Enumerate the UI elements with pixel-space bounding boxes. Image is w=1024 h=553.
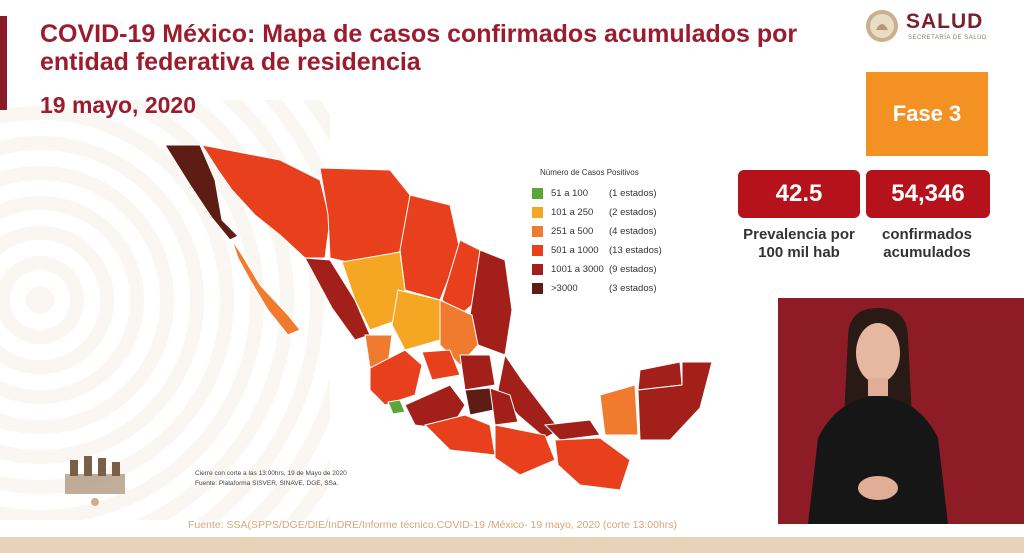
bottom-band bbox=[0, 537, 1024, 553]
map-legend: Número de Casos Positivos 51 a 100 (1 es… bbox=[532, 168, 662, 298]
legend-range: 501 a 1000 bbox=[551, 245, 599, 256]
legend-count: (1 estados) bbox=[609, 188, 657, 199]
footer-source: Fuente: SSA(SPPS/DGE/DIE/InDRE/Informe t… bbox=[188, 519, 678, 531]
state-zacatecas bbox=[391, 289, 441, 351]
report-date: 19 mayo, 2020 bbox=[40, 92, 197, 118]
legend-range: >3000 bbox=[551, 283, 578, 294]
legend-range: 101 a 250 bbox=[551, 207, 594, 218]
confirmed-label: confirmados acumulados bbox=[881, 226, 972, 261]
state-sonora bbox=[200, 144, 331, 259]
state-baja-california bbox=[164, 144, 239, 241]
legend-swatch bbox=[532, 207, 543, 218]
interpreter-figure-icon bbox=[808, 308, 948, 524]
state-jalisco bbox=[369, 349, 423, 406]
state-queretaro-hidalgo bbox=[459, 354, 496, 391]
legend-swatch bbox=[532, 226, 543, 237]
state-guanajuato bbox=[421, 349, 461, 381]
mexico-map bbox=[164, 144, 713, 491]
legend-swatch bbox=[532, 188, 543, 199]
legend-range: 251 a 500 bbox=[551, 226, 594, 237]
legend-item: 251 a 500 (4 estados) bbox=[532, 222, 662, 241]
page-title: COVID-19 México: Mapa de casos confirmad… bbox=[40, 20, 798, 76]
legend-count: (3 estados) bbox=[609, 283, 657, 294]
legend-range: 1001 a 3000 bbox=[551, 264, 604, 275]
legend-swatch bbox=[532, 264, 543, 275]
legend-count: (13 estados) bbox=[609, 245, 662, 256]
legend-count: (2 estados) bbox=[609, 207, 657, 218]
state-campeche bbox=[599, 384, 639, 436]
state-nuevo-leon bbox=[441, 239, 481, 316]
legend-item: 101 a 250 (2 estados) bbox=[532, 203, 662, 222]
state-chihuahua bbox=[319, 167, 411, 266]
state-tabasco bbox=[543, 419, 601, 441]
legend-swatch bbox=[532, 245, 543, 256]
legend-count: (9 estados) bbox=[609, 264, 657, 275]
legend-item: 501 a 1000 (13 estados) bbox=[532, 241, 662, 260]
state-guerrero bbox=[424, 414, 496, 456]
state-quintana-roo bbox=[637, 361, 713, 441]
legend-item: 1001 a 3000 (9 estados) bbox=[532, 260, 662, 279]
state-puebla bbox=[489, 387, 519, 426]
salud-logo: SALUD SECRETARÍA DE SALUD bbox=[864, 8, 1014, 48]
prevalence-label: Prevalencia por 100 mil hab bbox=[743, 226, 855, 261]
state-chiapas bbox=[554, 437, 631, 491]
cutoff-note: Cierre con corte a las 13:00hrs, 19 de M… bbox=[195, 470, 347, 477]
legend-title: Número de Casos Positivos bbox=[540, 168, 639, 177]
map-notes: Cierre con corte a las 13:00hrs, 19 de M… bbox=[195, 469, 347, 489]
seal-icon bbox=[866, 10, 898, 42]
state-colima bbox=[387, 399, 406, 415]
legend-swatch bbox=[532, 283, 543, 294]
source-note: Fuente: Plataforma SISVER, SINAVE, DGE, … bbox=[195, 480, 339, 487]
legend-range: 51 a 100 bbox=[551, 188, 588, 199]
accent-bar bbox=[0, 16, 7, 110]
legend-count: (4 estados) bbox=[609, 226, 657, 237]
logo-name: SALUD bbox=[906, 10, 984, 33]
logo-subtitle: SECRETARÍA DE SALUD bbox=[908, 35, 987, 41]
prevalence-value: 42.5 bbox=[738, 170, 860, 218]
government-crest-icon bbox=[65, 456, 125, 506]
interpreter-video bbox=[778, 298, 1024, 524]
confirmed-value: 54,346 bbox=[866, 170, 990, 218]
state-oaxaca bbox=[494, 424, 556, 476]
legend-item: >3000 (3 estados) bbox=[532, 279, 662, 298]
state-mexico-cdmx bbox=[464, 387, 495, 416]
legend-item: 51 a 100 (1 estados) bbox=[532, 184, 662, 203]
phase-badge: Fase 3 bbox=[866, 72, 988, 156]
state-baja-california-sur bbox=[231, 239, 301, 336]
